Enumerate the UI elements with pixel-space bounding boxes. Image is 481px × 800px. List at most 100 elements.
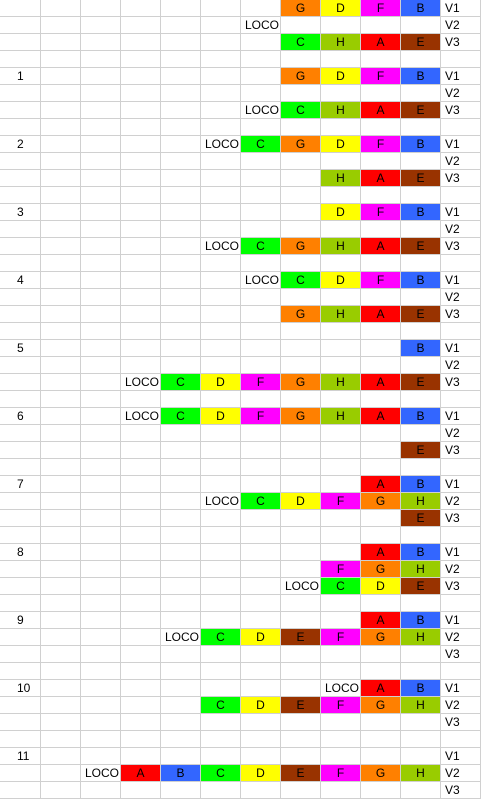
empty-cell[interactable] (161, 34, 201, 51)
empty-cell[interactable] (201, 119, 241, 136)
empty-cell[interactable] (321, 714, 361, 731)
empty-cell[interactable] (321, 221, 361, 238)
empty-cell[interactable] (81, 680, 121, 697)
empty-cell[interactable] (41, 714, 81, 731)
empty-cell[interactable] (121, 646, 161, 663)
empty-cell[interactable] (81, 578, 121, 595)
empty-cell[interactable] (201, 646, 241, 663)
empty-cell[interactable] (401, 425, 441, 442)
empty-cell[interactable] (41, 187, 81, 204)
empty-cell[interactable] (361, 782, 401, 799)
empty-cell[interactable] (201, 748, 241, 765)
step-number-cell[interactable] (0, 357, 41, 374)
empty-cell[interactable] (121, 748, 161, 765)
locomotive-cell[interactable]: LOCO (281, 578, 321, 595)
empty-cell[interactable] (321, 119, 361, 136)
empty-cell[interactable] (361, 391, 401, 408)
empty-cell[interactable] (361, 663, 401, 680)
empty-cell[interactable] (401, 459, 441, 476)
wagon-e-cell[interactable]: E (281, 697, 321, 714)
wagon-g-cell[interactable]: G (281, 238, 321, 255)
empty-cell[interactable] (41, 493, 81, 510)
empty-cell[interactable] (401, 595, 441, 612)
empty-cell[interactable] (361, 340, 401, 357)
empty-cell[interactable] (161, 102, 201, 119)
empty-cell[interactable] (121, 612, 161, 629)
track-label-cell[interactable]: V2 (441, 629, 481, 646)
empty-cell[interactable] (241, 391, 281, 408)
wagon-b-cell[interactable]: B (401, 476, 441, 493)
empty-cell[interactable] (241, 425, 281, 442)
empty-cell[interactable] (321, 323, 361, 340)
empty-cell[interactable] (81, 17, 121, 34)
track-label-cell[interactable]: V3 (441, 306, 481, 323)
empty-cell[interactable] (401, 17, 441, 34)
empty-cell[interactable] (41, 51, 81, 68)
wagon-g-cell[interactable]: G (361, 629, 401, 646)
empty-cell[interactable] (81, 714, 121, 731)
track-label-cell[interactable] (441, 51, 481, 68)
empty-cell[interactable] (161, 544, 201, 561)
track-label-cell[interactable]: V1 (441, 680, 481, 697)
empty-cell[interactable] (161, 510, 201, 527)
step-number-cell[interactable] (0, 289, 41, 306)
empty-cell[interactable] (241, 323, 281, 340)
step-number-cell[interactable] (0, 238, 41, 255)
empty-cell[interactable] (241, 544, 281, 561)
empty-cell[interactable] (121, 204, 161, 221)
empty-cell[interactable] (81, 289, 121, 306)
empty-cell[interactable] (281, 425, 321, 442)
empty-cell[interactable] (161, 391, 201, 408)
empty-cell[interactable] (121, 34, 161, 51)
empty-cell[interactable] (121, 425, 161, 442)
empty-cell[interactable] (161, 51, 201, 68)
empty-cell[interactable] (81, 646, 121, 663)
wagon-g-cell[interactable]: G (281, 306, 321, 323)
empty-cell[interactable] (201, 323, 241, 340)
empty-cell[interactable] (161, 357, 201, 374)
empty-cell[interactable] (161, 612, 201, 629)
empty-cell[interactable] (401, 782, 441, 799)
empty-cell[interactable] (241, 204, 281, 221)
step-number-cell[interactable] (0, 595, 41, 612)
wagon-d-cell[interactable]: D (321, 68, 361, 85)
empty-cell[interactable] (361, 17, 401, 34)
empty-cell[interactable] (401, 663, 441, 680)
empty-cell[interactable] (121, 459, 161, 476)
wagon-c-cell[interactable]: C (161, 374, 201, 391)
empty-cell[interactable] (121, 731, 161, 748)
wagon-d-cell[interactable]: D (321, 136, 361, 153)
wagon-a-cell[interactable]: A (361, 544, 401, 561)
empty-cell[interactable] (321, 153, 361, 170)
empty-cell[interactable] (361, 289, 401, 306)
empty-cell[interactable] (161, 493, 201, 510)
wagon-f-cell[interactable]: F (321, 493, 361, 510)
empty-cell[interactable] (241, 561, 281, 578)
empty-cell[interactable] (41, 153, 81, 170)
empty-cell[interactable] (81, 544, 121, 561)
empty-cell[interactable] (201, 459, 241, 476)
empty-cell[interactable] (41, 527, 81, 544)
empty-cell[interactable] (81, 255, 121, 272)
empty-cell[interactable] (41, 612, 81, 629)
track-label-cell[interactable]: V2 (441, 765, 481, 782)
wagon-b-cell[interactable]: B (401, 204, 441, 221)
locomotive-cell[interactable]: LOCO (81, 765, 121, 782)
empty-cell[interactable] (201, 680, 241, 697)
track-label-cell[interactable]: V1 (441, 408, 481, 425)
empty-cell[interactable] (41, 544, 81, 561)
wagon-c-cell[interactable]: C (241, 493, 281, 510)
track-label-cell[interactable] (441, 323, 481, 340)
track-label-cell[interactable] (441, 391, 481, 408)
track-label-cell[interactable]: V2 (441, 289, 481, 306)
empty-cell[interactable] (121, 272, 161, 289)
empty-cell[interactable] (281, 153, 321, 170)
wagon-f-cell[interactable]: F (361, 68, 401, 85)
empty-cell[interactable] (241, 85, 281, 102)
empty-cell[interactable] (201, 714, 241, 731)
empty-cell[interactable] (281, 595, 321, 612)
empty-cell[interactable] (241, 221, 281, 238)
step-number-cell[interactable] (0, 17, 41, 34)
empty-cell[interactable] (121, 119, 161, 136)
empty-cell[interactable] (121, 578, 161, 595)
